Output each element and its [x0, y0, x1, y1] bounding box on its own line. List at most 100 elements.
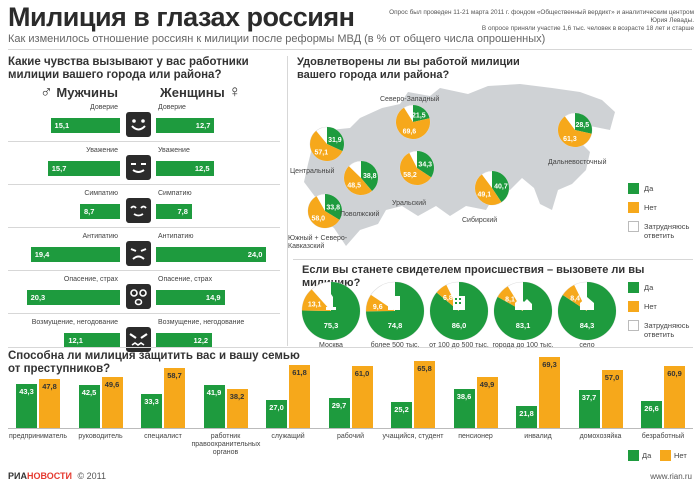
women-bar — [156, 161, 214, 176]
protect-baseline — [8, 428, 693, 429]
protect-category-label: пенсионер — [458, 433, 493, 440]
feeling-label-men: Опасение, страх — [63, 276, 118, 283]
scared-face-icon — [126, 284, 151, 309]
footer-site-link[interactable]: www.rian.ru — [650, 472, 692, 481]
page-title: Милиция в глазах россиян — [8, 2, 355, 32]
protect-no-value: 49,9 — [479, 380, 495, 390]
map-question: Удовлетворены ли вы работой милиции ваше… — [297, 56, 520, 81]
region-pie-yes-slice — [575, 113, 592, 134]
region-pie — [307, 193, 343, 229]
protect-question: Способна ли милиция защитить вас и вашу … — [8, 350, 300, 375]
men-bar — [50, 118, 120, 133]
settlement-pie: 83,1 8,1 — [493, 281, 553, 341]
region-pie — [343, 160, 379, 196]
protect-yes-bar — [578, 389, 600, 428]
region-pie-no-slice — [343, 166, 372, 196]
women-bar-value: 7,8 — [177, 207, 188, 216]
region-name: Южный + Северо-Кавказский — [288, 235, 348, 250]
protect-yes-bar — [266, 400, 287, 428]
settlement-yes-value: 74,8 — [388, 321, 403, 330]
men-label: Мужчины — [56, 85, 118, 100]
protect-yes-value: 33,3 — [144, 397, 159, 407]
women-bar — [156, 290, 225, 305]
russia-map: 21,5 69,6 31,957,1 38,848,5 34,358,2 40,749,1… — [304, 84, 615, 246]
protect-yes-bar — [391, 402, 412, 428]
settlement-circle — [301, 281, 361, 341]
settlement-yes-value: 84,3 — [580, 321, 595, 330]
settlement-name: от 100 до 500 тыс. — [429, 342, 489, 349]
region-yes-value: 34,3 — [418, 162, 432, 169]
region-pie-no-slice — [400, 152, 432, 185]
region-name: Поволжский — [340, 211, 380, 218]
protect-no-value: 69,3 — [542, 360, 557, 370]
region-pie-no-slice — [396, 107, 430, 139]
region-no-value: 48,5 — [347, 182, 361, 189]
protect-no-bar — [351, 365, 373, 428]
monument-icon — [326, 294, 336, 310]
protect-category-label: домохозяйка — [579, 433, 622, 440]
protect-category-label: рабочий — [336, 433, 364, 440]
settlement-circle — [365, 281, 425, 341]
protect-no-value: 47,8 — [42, 382, 57, 392]
region-pie-yes-slice — [413, 105, 430, 122]
footer-copyright: © 2011 — [77, 471, 107, 481]
angry-face-icon — [126, 327, 151, 352]
men-bar-value: 15,1 — [54, 121, 70, 130]
region-no-value: 58,2 — [403, 172, 417, 179]
region-yes-value: 31,9 — [328, 137, 342, 144]
feeling-label-men: Симпатию — [84, 190, 118, 197]
men-bar-value: 8,7 — [83, 207, 95, 216]
women-bar-value: 14,9 — [205, 293, 221, 302]
protect-yes-bar — [16, 383, 37, 428]
smile-face-icon — [126, 112, 151, 137]
women-label: Женщины — [160, 85, 225, 100]
feeling-label-women: Уважение — [158, 147, 190, 154]
protect-yes-bar — [141, 394, 162, 428]
protect-yes-bar — [516, 405, 537, 428]
region-name: Северо-Западный — [380, 96, 440, 103]
men-bar — [47, 161, 120, 176]
witness-legend-yes-swatch — [628, 282, 639, 293]
men-bar — [64, 333, 120, 348]
region-name: Центральный — [290, 168, 335, 175]
women-header: Женщины ♀ — [160, 82, 241, 102]
legend-yes-label: Да — [644, 184, 654, 193]
settlement-name: более 500 тыс. — [370, 342, 420, 349]
protect-yes-value: 41,9 — [206, 388, 222, 398]
feeling-label-men: Уважение — [86, 147, 118, 154]
protect-legend-no-label: Нет — [674, 451, 687, 460]
settlement-no-value: 13,1 — [308, 301, 322, 308]
protect-no-bar — [289, 364, 310, 428]
region-pie — [399, 150, 435, 186]
protect-no-bar — [664, 365, 685, 428]
region-pie — [557, 112, 593, 148]
protect-yes-bar — [453, 388, 475, 428]
protect-yes-value: 38,6 — [456, 391, 472, 401]
protect-yes-bar — [203, 385, 225, 428]
witness-legend-no-label: Нет — [644, 302, 657, 311]
region-pie-no-slice — [558, 116, 592, 147]
region-name: Сибирский — [462, 217, 498, 224]
vertical-divider — [287, 56, 288, 346]
legend-no-swatch — [628, 202, 639, 213]
settlement-pie: 74,8 9,6 — [365, 281, 425, 341]
settlement-circle-no-slice — [302, 289, 331, 311]
protect-no-value: 60,9 — [667, 368, 682, 378]
protect-category-label: служащий — [271, 433, 305, 440]
region-no-value: 57,1 — [314, 149, 328, 156]
settlement-circle — [557, 281, 617, 341]
protect-yes-bar — [328, 397, 350, 428]
protect-no-value: 61,0 — [354, 368, 370, 378]
protect-no-value: 38,2 — [229, 392, 245, 402]
protect-no-bar — [539, 357, 560, 428]
settlement-no-value: 9,6 — [373, 304, 383, 311]
protect-no-value: 58,7 — [167, 371, 182, 381]
settlement-no-value: 8,4 — [570, 295, 580, 302]
women-bar-value: 12,7 — [195, 121, 211, 130]
women-bar — [156, 118, 215, 133]
protect-no-value: 57,0 — [604, 372, 620, 382]
feeling-row-divider — [8, 141, 280, 142]
region-yes-value: 21,5 — [412, 113, 426, 120]
men-header: ♂ Мужчины — [40, 82, 118, 102]
houses-icon — [515, 298, 532, 310]
